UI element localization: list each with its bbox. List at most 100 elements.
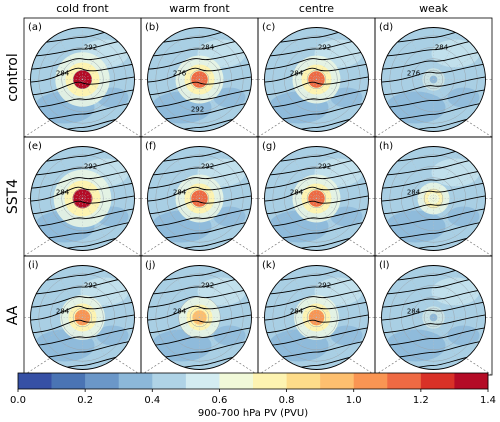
contour-label: 292 <box>318 44 331 52</box>
row-title-aa: AA <box>5 305 21 325</box>
theta-contour-line <box>30 208 135 228</box>
polar-disc <box>147 265 252 370</box>
theta-contour-line <box>30 63 135 83</box>
column-title-weak: weak <box>419 2 449 15</box>
colorbar-outline <box>17 372 489 390</box>
contour-label: 284 <box>435 44 449 52</box>
theta-contour-line <box>30 340 135 360</box>
theta-contour-line <box>264 156 369 176</box>
theta-contour-line <box>30 50 135 70</box>
theta-contour-line <box>30 76 135 96</box>
colorbar-tick-label: 0.4 <box>144 395 160 406</box>
theta-contour-line <box>264 63 369 83</box>
colorbar-swatch <box>219 373 254 389</box>
contour-label: 284 <box>290 70 304 78</box>
theta-contour-line <box>147 102 252 122</box>
contour-label: 292 <box>84 163 97 171</box>
contour-label: 292 <box>318 282 331 290</box>
corner-guide-line <box>114 119 142 138</box>
theta-contour-line <box>264 275 369 295</box>
contour-label: 284 <box>201 44 215 52</box>
theta-contour-line <box>147 301 252 321</box>
panel-label: (e) <box>28 141 42 152</box>
corner-guide-line <box>465 238 493 257</box>
meridian-line <box>388 172 479 225</box>
theta-contour-line <box>264 340 369 360</box>
theta-contour-line <box>147 275 252 295</box>
contour-label: 292 <box>84 44 97 52</box>
panel-k: (k) 284 292 <box>257 255 376 376</box>
row-title-sst4: SST4 <box>5 179 21 214</box>
panel-a: (a) 284 292 <box>23 17 142 138</box>
colorbar-swatch <box>420 373 455 389</box>
colorbar-swatch <box>320 373 355 389</box>
theta-contour-line <box>381 169 486 189</box>
latitude-ring <box>38 154 127 243</box>
row-title-control: control <box>5 53 21 102</box>
panel-label: (i) <box>28 260 39 271</box>
meridian-line <box>154 53 245 106</box>
panel-label: (b) <box>145 22 159 33</box>
theta-contour-line <box>264 169 369 189</box>
theta-contour-line <box>264 102 369 122</box>
latitude-ring <box>389 273 478 362</box>
polar-disc <box>381 146 486 251</box>
colorbar-tick-label: 1.4 <box>480 395 496 406</box>
theta-contour-line <box>30 301 135 321</box>
panel-label: (c) <box>262 22 275 33</box>
contour-label: 284 <box>56 70 70 78</box>
theta-contour-line <box>264 301 369 321</box>
colorbar-label: 900-700 hPa PV (PVU) <box>198 408 308 419</box>
polar-disc <box>147 27 252 132</box>
contour-label: 284 <box>56 189 70 197</box>
colorbar-tick-label: 1.0 <box>346 395 362 406</box>
panel-label: (g) <box>262 141 276 152</box>
theta-contour-line <box>381 76 486 96</box>
theta-contour-line <box>30 275 135 295</box>
contour-label: 284 <box>56 308 70 316</box>
theta-contour-line <box>381 182 486 202</box>
latitude-ring <box>272 35 361 124</box>
pv-field-patch <box>385 329 446 362</box>
meridian-line <box>37 53 128 106</box>
corner-guide-line <box>140 238 168 257</box>
corner-guide-line <box>374 119 402 138</box>
theta-contour-line <box>381 288 486 308</box>
disc-outline <box>264 146 369 251</box>
meridian-line <box>37 291 128 344</box>
panel-l: (l) 284 <box>374 255 493 376</box>
contour-label: 284 <box>407 308 421 316</box>
panel-c: (c) 284 292 <box>257 17 376 138</box>
colorbar-tick-label: 0.8 <box>279 395 295 406</box>
meridian-line <box>154 291 245 344</box>
pv-field-patch <box>385 91 446 124</box>
theta-contour-line <box>381 37 486 57</box>
colorbar-swatch <box>353 373 388 389</box>
theta-contour-line <box>30 182 135 202</box>
latitude-ring <box>389 35 478 124</box>
disc-outline <box>381 27 486 132</box>
theta-contour-line <box>30 327 135 347</box>
theta-contour-line <box>264 89 369 109</box>
colorbar-swatch <box>18 373 52 389</box>
corner-guide-line <box>140 119 168 138</box>
colorbar-swatch <box>85 373 120 389</box>
corner-guide-line <box>374 238 402 257</box>
polar-disc <box>381 27 486 132</box>
theta-contour-line <box>381 195 486 215</box>
theta-contour-line <box>30 89 135 109</box>
column-title-centre: centre <box>299 2 334 15</box>
theta-contour-line <box>147 182 252 202</box>
corner-guide-line <box>348 119 376 138</box>
corner-guide-line <box>465 119 493 138</box>
disc-outline <box>264 27 369 132</box>
colorbar-tick-label: 0.6 <box>211 395 227 406</box>
panel-e: (e) 284 292 <box>23 136 142 257</box>
contour-label: 292 <box>201 282 214 290</box>
panel-label: (h) <box>379 141 393 152</box>
colorbar-swatch <box>118 373 153 389</box>
theta-contour-line <box>381 221 486 241</box>
corner-guide-line <box>257 119 285 138</box>
corner-guide-line <box>231 119 259 138</box>
theta-contour-line <box>264 50 369 70</box>
